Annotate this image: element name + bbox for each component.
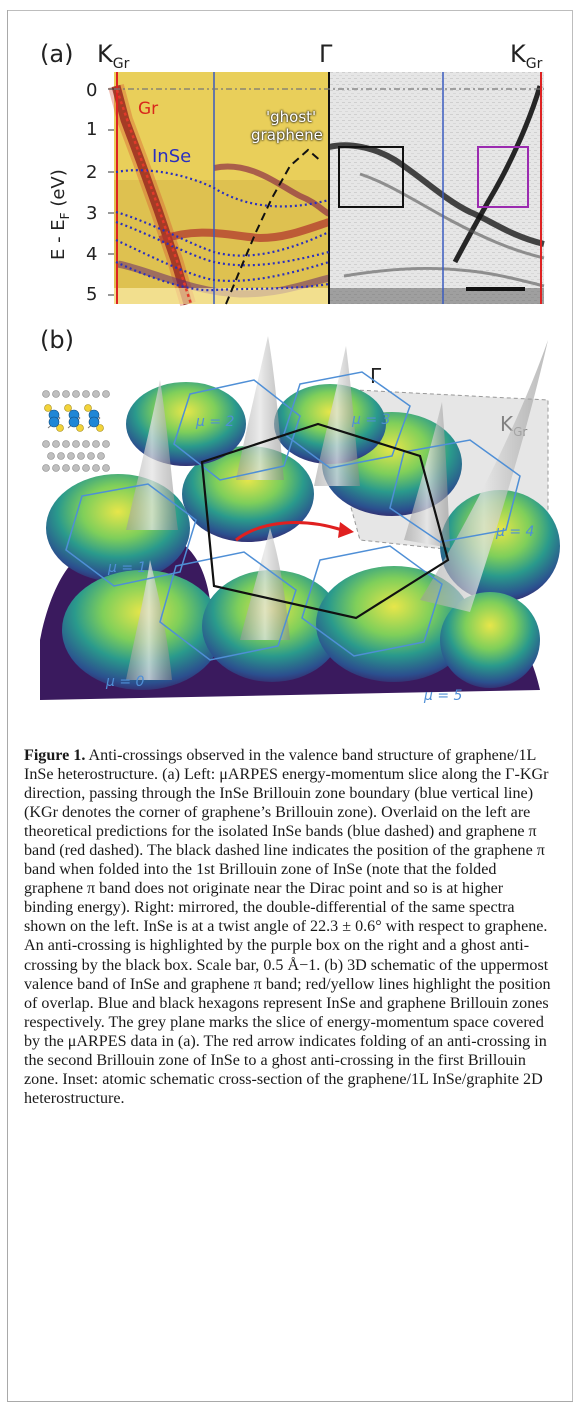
anticrossing-box xyxy=(477,146,529,208)
tick-label: 5 xyxy=(86,284,98,305)
tick-marks xyxy=(108,88,114,296)
graphene-brillouin-zone xyxy=(200,422,450,620)
band-schematic-3d xyxy=(40,336,560,700)
svg-text:E - EF (eV): E - EF (eV) xyxy=(48,169,72,260)
figure-caption: Figure 1. Anti-crossings observed in the… xyxy=(24,746,556,1108)
inse-theory-bands xyxy=(115,169,330,292)
mu-label-4: μ = 4 xyxy=(496,524,535,540)
mu-label-2: μ = 2 xyxy=(196,414,235,430)
ghost-graphene-band xyxy=(225,148,323,305)
arpes-plot xyxy=(108,72,545,307)
k-gr-left-label: KGr xyxy=(97,40,130,72)
ghost-label-line2: graphene xyxy=(251,126,323,144)
k-gr-right-label: KGr xyxy=(510,40,543,72)
mu-label-0: μ = 0 xyxy=(106,674,145,690)
graphene-pi-cones xyxy=(126,336,548,680)
tick-label: 2 xyxy=(86,162,98,183)
figure-frame xyxy=(7,10,573,1402)
double-differential-map xyxy=(328,72,545,304)
figure-label: Figure 1. xyxy=(24,747,86,764)
atomic-schematic-inset xyxy=(42,390,110,472)
panel-b-gamma-label: Γ xyxy=(370,364,382,388)
tick-label: 0 xyxy=(86,80,98,101)
gr-label: Gr xyxy=(138,99,159,119)
graphene-theory-band xyxy=(115,89,193,305)
inse-label: InSe xyxy=(152,146,192,167)
mu-label-3: μ = 3 xyxy=(352,412,391,428)
energy-axis-label: E - EF (eV) xyxy=(48,169,72,260)
ghost-label-line1: 'ghost' xyxy=(266,108,317,126)
caption-text: Anti-crossings observed in the valence b… xyxy=(24,747,551,1107)
mu-label-1: μ = 1 xyxy=(108,560,147,576)
gamma-label: Γ xyxy=(319,40,333,68)
panel-b-label: (b) xyxy=(40,326,74,354)
ghost-anticrossing-box xyxy=(338,146,404,208)
panel-a-label: (a) xyxy=(40,40,74,68)
tick-label: 1 xyxy=(86,119,98,140)
tick-label: 4 xyxy=(86,244,98,265)
mu-label-5: μ = 5 xyxy=(424,688,463,704)
tick-label: 3 xyxy=(86,203,98,224)
inse-brillouin-zones xyxy=(65,371,521,661)
folding-arrow xyxy=(235,521,343,542)
